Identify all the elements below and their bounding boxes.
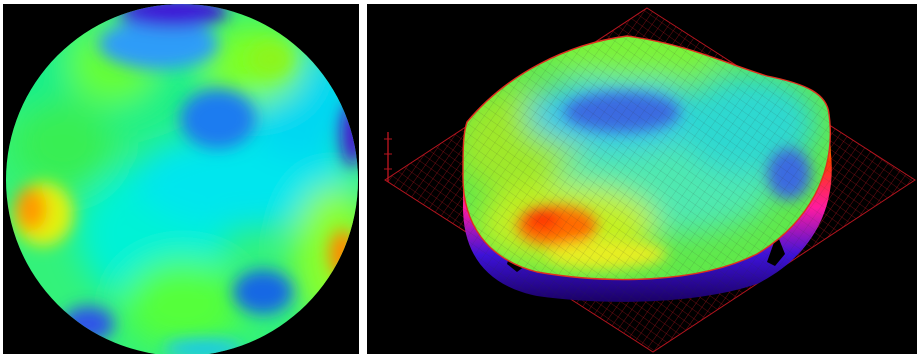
wall-notch-right <box>767 234 785 266</box>
surface-plot-3d <box>367 4 917 354</box>
surface-map-2d <box>3 4 359 354</box>
surface-map-2d-panel <box>3 4 359 354</box>
map-disc <box>6 4 358 354</box>
z-axis <box>384 132 392 182</box>
surface-rim <box>462 35 831 281</box>
surface-plot-3d-panel <box>367 4 917 354</box>
